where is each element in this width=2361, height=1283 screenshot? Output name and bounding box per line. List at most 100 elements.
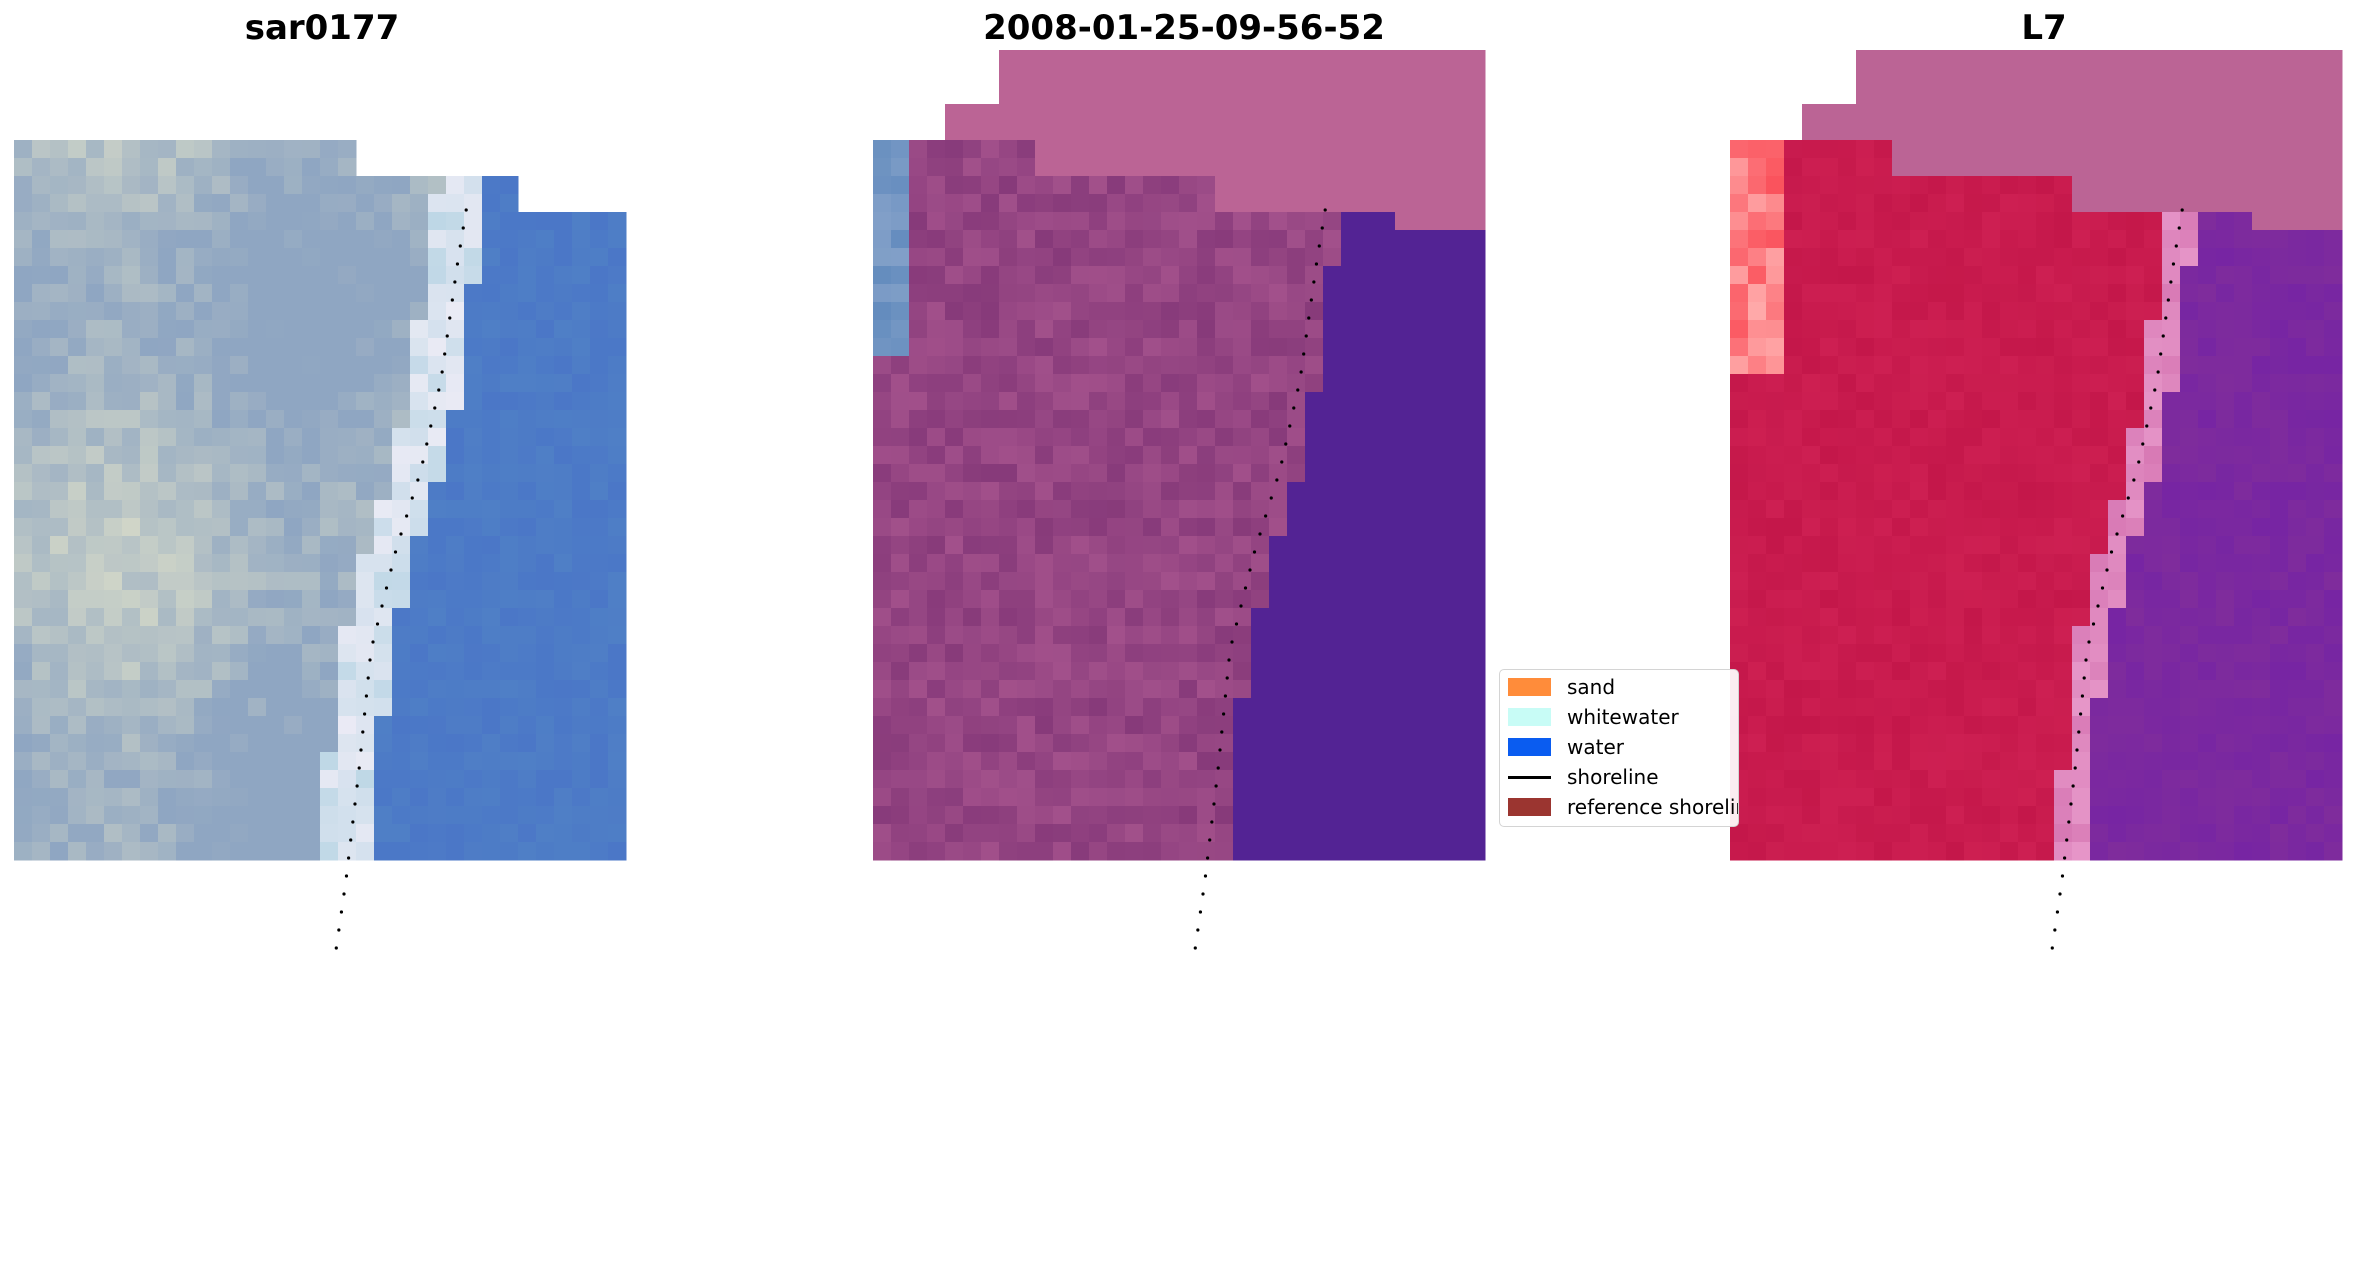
image-pixel [1449, 788, 1468, 807]
image-pixel [2090, 644, 2109, 663]
image-pixel [176, 572, 195, 591]
image-pixel [1215, 554, 1234, 573]
image-pixel [392, 320, 411, 339]
image-pixel [1467, 428, 1486, 447]
nodata-pixel [1964, 86, 1983, 105]
image-pixel [2036, 698, 2055, 717]
image-pixel [1413, 392, 1432, 411]
nodata-pixel [2288, 176, 2307, 195]
nodata-pixel [1305, 104, 1324, 123]
image-pixel [1143, 464, 1162, 483]
image-pixel [86, 248, 105, 267]
image-pixel [1269, 446, 1288, 465]
image-pixel [1089, 266, 1108, 285]
image-pixel [909, 230, 928, 249]
image-pixel [1323, 212, 1342, 231]
image-pixel [999, 194, 1018, 213]
image-pixel [1449, 302, 1468, 321]
image-pixel [230, 392, 249, 411]
image-pixel [1748, 518, 1767, 537]
panel-title-rgb: sar0177 [244, 8, 400, 48]
nodata-pixel [1089, 104, 1108, 123]
image-pixel [2108, 338, 2127, 357]
image-pixel [1892, 248, 1911, 267]
image-pixel [1730, 356, 1749, 375]
image-pixel [572, 572, 591, 591]
image-pixel [14, 248, 33, 267]
image-pixel [14, 752, 33, 771]
shoreline-point [2065, 838, 2069, 842]
image-pixel [1377, 374, 1396, 393]
image-pixel [2216, 590, 2235, 609]
image-pixel [446, 374, 465, 393]
image-pixel [2108, 356, 2127, 375]
image-pixel [536, 590, 555, 609]
image-pixel [14, 662, 33, 681]
image-pixel [1802, 230, 1821, 249]
image-pixel [1323, 752, 1342, 771]
image-pixel [1269, 302, 1288, 321]
image-pixel [176, 482, 195, 501]
image-pixel [14, 374, 33, 393]
image-pixel [945, 284, 964, 303]
image-pixel [1341, 338, 1360, 357]
shoreline-point [2153, 388, 2157, 392]
nodata-pixel [1323, 140, 1342, 159]
nodata-pixel [1341, 194, 1360, 213]
image-pixel [284, 482, 303, 501]
image-pixel [1766, 590, 1785, 609]
image-pixel [1017, 536, 1036, 555]
image-pixel [999, 248, 1018, 267]
image-pixel [374, 446, 393, 465]
image-pixel [338, 734, 357, 753]
image-pixel [1251, 230, 1270, 249]
shoreline-point [2169, 280, 2173, 284]
image-pixel [1287, 266, 1306, 285]
image-pixel [482, 320, 501, 339]
nodata-pixel [1251, 50, 1270, 69]
image-pixel [590, 338, 609, 357]
image-pixel [536, 284, 555, 303]
image-pixel [1287, 806, 1306, 825]
image-pixel [1197, 194, 1216, 213]
image-pixel [1928, 554, 1947, 573]
image-pixel [104, 302, 123, 321]
image-pixel [1730, 194, 1749, 213]
nodata-pixel [2054, 86, 2073, 105]
image-pixel [230, 554, 249, 573]
image-pixel [1730, 464, 1749, 483]
image-pixel [927, 266, 946, 285]
image-pixel [2216, 428, 2235, 447]
image-pixel [1359, 464, 1378, 483]
image-pixel [32, 320, 51, 339]
image-pixel [891, 536, 910, 555]
image-pixel [1089, 554, 1108, 573]
image-pixel [1107, 608, 1126, 627]
image-pixel [1802, 644, 1821, 663]
image-pixel [554, 824, 573, 843]
image-pixel [68, 824, 87, 843]
image-pixel [1802, 842, 1821, 861]
image-pixel [446, 230, 465, 249]
image-pixel [374, 590, 393, 609]
image-pixel [338, 302, 357, 321]
image-pixel [1838, 788, 1857, 807]
nodata-pixel [2198, 158, 2217, 177]
image-pixel [1287, 608, 1306, 627]
image-pixel [1287, 428, 1306, 447]
nodata-pixel [2180, 50, 2199, 69]
image-pixel [266, 446, 285, 465]
nodata-pixel [1323, 86, 1342, 105]
image-pixel [1179, 734, 1198, 753]
image-pixel [338, 590, 357, 609]
image-pixel [320, 356, 339, 375]
nodata-pixel [1431, 140, 1450, 159]
nodata-pixel [2234, 68, 2253, 87]
image-pixel [2036, 212, 2055, 231]
image-pixel [158, 338, 177, 357]
image-pixel [1766, 374, 1785, 393]
image-pixel [50, 212, 69, 231]
image-pixel [1089, 770, 1108, 789]
image-pixel [1910, 176, 1929, 195]
image-pixel [1946, 392, 1965, 411]
